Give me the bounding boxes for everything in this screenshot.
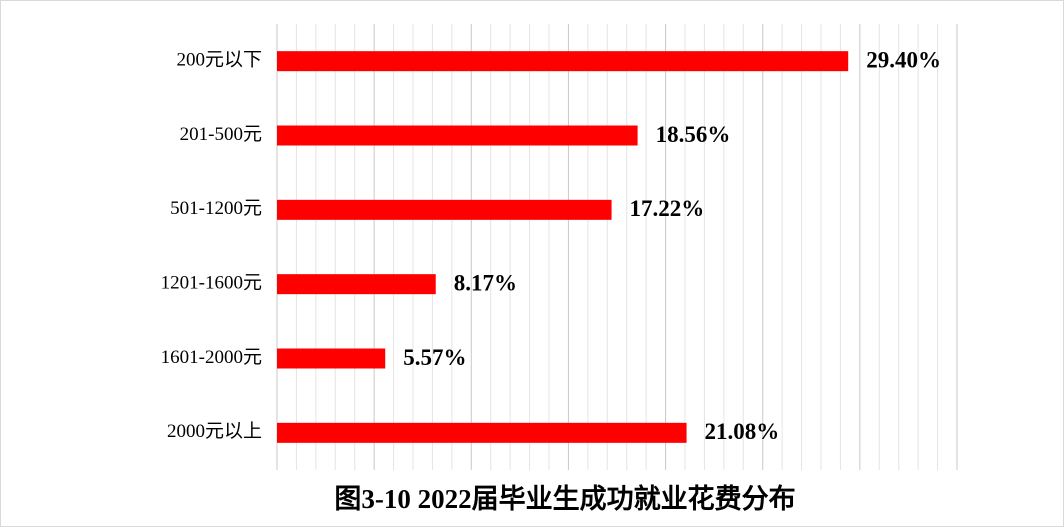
data-label: 8.17% bbox=[454, 270, 517, 295]
y-tick-label: 1201-1600元 bbox=[161, 273, 262, 294]
y-tick-label: 200元以下 bbox=[176, 50, 262, 71]
bar bbox=[277, 348, 386, 369]
bar bbox=[277, 422, 687, 443]
bar bbox=[277, 199, 612, 220]
bar bbox=[277, 51, 849, 72]
bar bbox=[277, 274, 436, 295]
y-tick-label: 501-1200元 bbox=[170, 198, 262, 219]
y-tick-label: 1601-2000元 bbox=[161, 347, 262, 368]
bar bbox=[277, 125, 638, 146]
y-tick-label: 2000元以上 bbox=[167, 420, 262, 442]
data-label: 29.40% bbox=[866, 47, 941, 72]
data-label: 17.22% bbox=[630, 196, 705, 221]
data-label: 5.57% bbox=[403, 345, 466, 370]
data-label: 21.08% bbox=[705, 419, 780, 444]
y-tick-label: 201-500元 bbox=[180, 124, 262, 145]
chart-title: 图3-10 2022届毕业生成功就业花费分布 bbox=[334, 484, 795, 514]
data-label: 18.56% bbox=[656, 122, 731, 147]
